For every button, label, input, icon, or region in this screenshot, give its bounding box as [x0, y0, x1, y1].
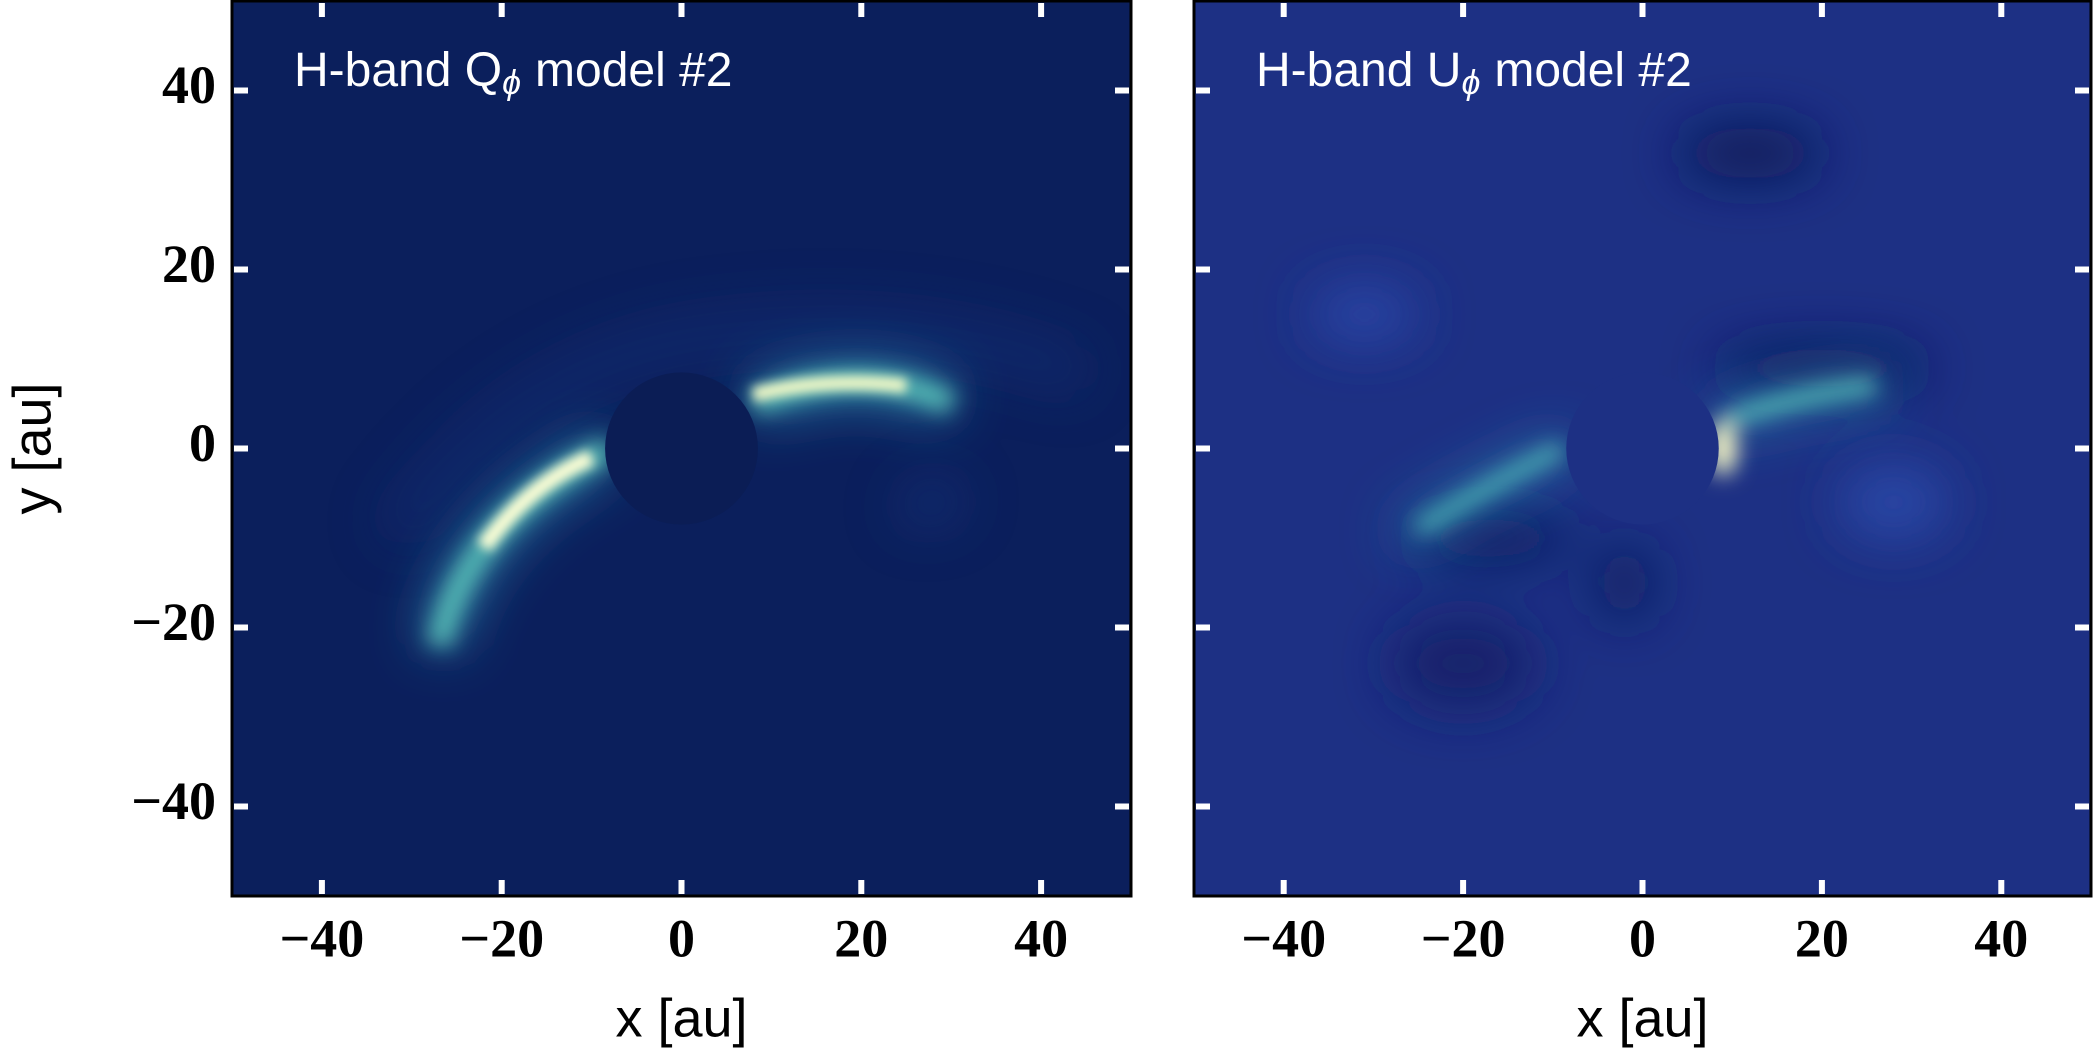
x-tick-label: −20 — [1421, 908, 1506, 968]
y-tick-label: −20 — [131, 592, 216, 652]
title-part: H-band U — [1256, 44, 1461, 97]
image-panel — [1194, 1, 2091, 896]
title-part: model #2 — [535, 44, 732, 97]
x-tick-label: 20 — [834, 908, 888, 968]
x-tick-label: −40 — [280, 908, 365, 968]
x-tick-label: 0 — [668, 908, 695, 968]
title-part: ϕ — [1461, 64, 1480, 102]
x-tick-label: 20 — [1795, 908, 1849, 968]
image-panel — [232, 1, 1131, 896]
y-tick-label: 20 — [162, 234, 216, 294]
plot-frame — [230, 0, 1133, 898]
x-axis-label: x [au] — [615, 988, 747, 1048]
panel-title: H-band Qϕ model #2 — [294, 44, 733, 102]
y-tick-label: 40 — [162, 55, 216, 115]
x-tick-label: 40 — [1014, 908, 1068, 968]
x-tick-label: 40 — [1974, 908, 2028, 968]
x-tick-label: −20 — [459, 908, 544, 968]
x-axis-label: x [au] — [1576, 988, 1708, 1048]
y-tick-label: −40 — [131, 771, 216, 831]
title-part: model #2 — [1494, 44, 1691, 97]
panel-title: H-band Uϕ model #2 — [1256, 44, 1692, 102]
title-part: H-band Q — [294, 44, 502, 97]
y-axis-label: y [au] — [2, 382, 62, 514]
x-tick-label: −40 — [1241, 908, 1326, 968]
title-part: ϕ — [502, 64, 521, 102]
plot-frame — [1192, 0, 2093, 898]
y-tick-label: 0 — [189, 413, 216, 473]
x-tick-label: 0 — [1629, 908, 1656, 968]
